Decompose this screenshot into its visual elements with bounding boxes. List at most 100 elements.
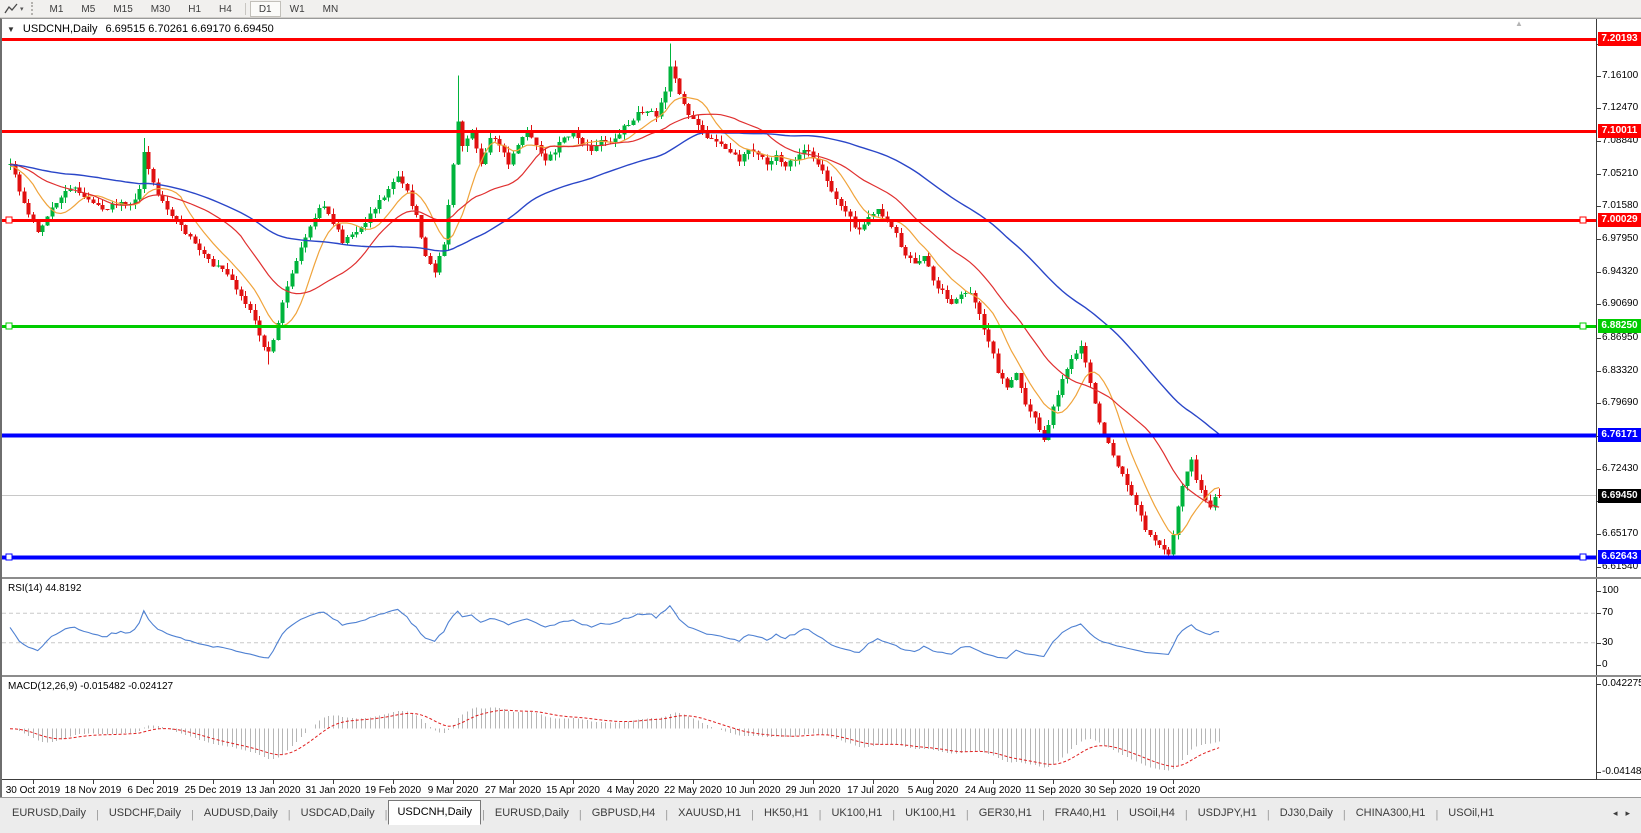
price-chart-canvas[interactable] xyxy=(2,19,1596,577)
chart-tab-xauusd-h1[interactable]: XAUUSD,H1 xyxy=(678,807,742,819)
time-tick-mark xyxy=(1173,780,1174,784)
timeframe-button-d1[interactable]: D1 xyxy=(249,0,281,17)
macd-tick-label: 0.042275 xyxy=(1602,678,1641,689)
tab-separator: | xyxy=(482,809,485,821)
macd-panel: 0.042275 -0.04148 MACD(12,26,9) -0.015482… xyxy=(2,675,1641,779)
timeframe-button-h4[interactable]: H4 xyxy=(219,3,232,15)
date-label: 22 May 2020 xyxy=(664,785,722,796)
timeframe-button-m5[interactable]: M5 xyxy=(81,3,96,15)
chart-tab-eurusd-daily[interactable]: EURUSD,Daily xyxy=(12,807,86,819)
price-tick-mark xyxy=(1597,108,1601,109)
time-tick-mark xyxy=(573,780,574,784)
tab-scroll-right-button[interactable]: ▸ xyxy=(1625,808,1630,818)
rsi-canvas[interactable] xyxy=(2,579,1596,675)
price-tick-label: 6.72430 xyxy=(1602,463,1639,474)
macd-canvas[interactable] xyxy=(2,677,1596,779)
date-label: 11 Sep 2020 xyxy=(1025,785,1081,796)
tab-separator: | xyxy=(665,809,669,821)
chart-symbol-label: USDCNH,Daily xyxy=(22,23,98,35)
timeframe-button-m1[interactable]: M1 xyxy=(49,3,64,15)
rsi-axis: 100 70 30 0 xyxy=(1596,579,1641,675)
chart-tab-dj30-daily[interactable]: DJ30,Daily xyxy=(1279,807,1333,819)
price-tick-label: 7.01580 xyxy=(1602,200,1639,211)
rsi-tick-label: 100 xyxy=(1602,585,1619,596)
timeframe-button-h1[interactable]: H1 xyxy=(188,3,202,15)
line-tool-button[interactable]: ▾ xyxy=(0,1,28,17)
tab-separator: | xyxy=(965,809,969,821)
time-tick-mark xyxy=(453,780,454,784)
tab-separator: | xyxy=(1266,809,1270,821)
time-tick-mark xyxy=(873,780,874,784)
hline-price-label: 7.00029 xyxy=(1598,213,1641,227)
date-label: 19 Feb 2020 xyxy=(364,785,422,796)
chart-tab-usoil-h1[interactable]: USOil,H1 xyxy=(1448,807,1495,819)
chart-tab-fra40-h1[interactable]: FRA40,H1 xyxy=(1054,807,1107,819)
timeframe-button-w1[interactable]: W1 xyxy=(289,3,305,15)
chart-tab-usdcnh-daily[interactable]: USDCNH,Daily xyxy=(388,800,482,825)
chart-tab-audusd-daily[interactable]: AUDUSD,Daily xyxy=(203,807,278,819)
macd-axis: 0.042275 -0.04148 xyxy=(1596,677,1641,779)
chart-tab-bar: EURUSD,Daily | USDCHF,Daily | AUDUSD,Daily | U… xyxy=(0,797,1641,825)
price-tick-label: 6.97950 xyxy=(1602,233,1639,244)
date-label: 9 Mar 2020 xyxy=(427,785,479,796)
price-tick-mark xyxy=(1597,304,1601,305)
price-tick-label: 6.90690 xyxy=(1602,298,1639,309)
chart-tab-china300-h1[interactable]: CHINA300,H1 xyxy=(1355,807,1426,819)
rsi-panel: 100 70 30 0 RSI(14) 44.8192 xyxy=(2,577,1641,675)
tool-dropdown-caret[interactable]: ▾ xyxy=(20,5,24,13)
rsi-label: RSI(14) 44.8192 xyxy=(8,583,82,594)
price-tick-label: 6.94320 xyxy=(1602,266,1639,277)
tab-scroll-left-button[interactable]: ◂ xyxy=(1612,808,1618,818)
date-label: 29 Jun 2020 xyxy=(785,785,841,796)
chart-tab-uk100-h1[interactable]: UK100,H1 xyxy=(905,807,956,819)
macd-tick-label: -0.04148 xyxy=(1602,766,1641,777)
chart-tab-usdchf-daily[interactable]: USDCHF,Daily xyxy=(108,807,181,819)
date-label: 13 Jan 2020 xyxy=(245,785,301,796)
chart-tab-hk50-h1[interactable]: HK50,H1 xyxy=(763,807,809,819)
time-tick-mark xyxy=(93,780,94,784)
macd-tick-mark xyxy=(1597,772,1601,773)
price-tick-mark xyxy=(1597,567,1601,568)
time-tick-mark xyxy=(513,780,514,784)
chart-tab-usdjpy-h1[interactable]: USDJPY,H1 xyxy=(1197,807,1257,819)
price-tick-label: 6.79690 xyxy=(1602,397,1639,408)
chart-tab-usdcad-daily[interactable]: USDCAD,Daily xyxy=(300,807,375,819)
price-tick-mark xyxy=(1597,534,1601,535)
date-label: 19 Oct 2020 xyxy=(1145,785,1201,796)
chart-tab-uk100-h1[interactable]: UK100,H1 xyxy=(831,807,883,819)
timeframe-button-m30[interactable]: M30 xyxy=(150,3,171,15)
date-label: 30 Sep 2020 xyxy=(1084,785,1142,796)
toolbar-grip[interactable] xyxy=(30,2,36,15)
chart-ohlc-values: 6.69515 6.70261 6.69170 6.69450 xyxy=(105,23,274,35)
current-price-label: 6.69450 xyxy=(1598,489,1641,503)
price-tick-mark xyxy=(1597,371,1601,372)
rsi-tick-label: 70 xyxy=(1602,607,1614,618)
date-label: 18 Nov 2019 xyxy=(64,785,122,796)
timeframe-button-mn[interactable]: MN xyxy=(322,3,339,15)
chart-tab-eurusd-daily[interactable]: EURUSD,Daily xyxy=(494,807,569,819)
date-label: 25 Dec 2019 xyxy=(184,785,242,796)
bottom-strip xyxy=(0,825,1641,833)
date-label: 31 Jan 2020 xyxy=(305,785,361,796)
price-tick-mark xyxy=(1597,272,1601,273)
timeframe-button-m15[interactable]: M15 xyxy=(113,3,133,15)
price-tick-mark xyxy=(1597,174,1601,175)
price-tick-label: 7.08840 xyxy=(1602,135,1639,146)
hline-price-label: 7.10011 xyxy=(1598,124,1641,138)
time-tick-mark xyxy=(753,780,754,784)
price-axis: 7.196407.161007.124707.088407.052107.015… xyxy=(1596,19,1641,577)
time-tick-mark xyxy=(1113,780,1114,784)
chart-shift-marker[interactable]: ▲ xyxy=(1515,19,1523,28)
top-toolbar: ▾ M1 M5 M15 M30 H1 H4 D1 W1 MN xyxy=(0,0,1641,18)
collapse-chart-icon[interactable]: ▼ xyxy=(7,24,15,34)
rsi-tick-mark xyxy=(1597,613,1601,614)
time-tick-mark xyxy=(213,780,214,784)
rsi-tick-label: 0 xyxy=(1602,659,1608,670)
chart-tab-gbpusd-h4[interactable]: GBPUSD,H4 xyxy=(591,807,656,819)
price-tick-mark xyxy=(1597,76,1601,77)
time-tick-mark xyxy=(1053,780,1054,784)
timeframe-toolbar: M1 M5 M15 M30 H1 H4 D1 W1 MN xyxy=(41,0,348,18)
chart-tab-usoil-h4[interactable]: USOil,H4 xyxy=(1129,807,1175,819)
chart-window: 7.196407.161007.124707.088407.052107.015… xyxy=(0,18,1641,798)
chart-tab-ger30-h1[interactable]: GER30,H1 xyxy=(978,807,1032,819)
